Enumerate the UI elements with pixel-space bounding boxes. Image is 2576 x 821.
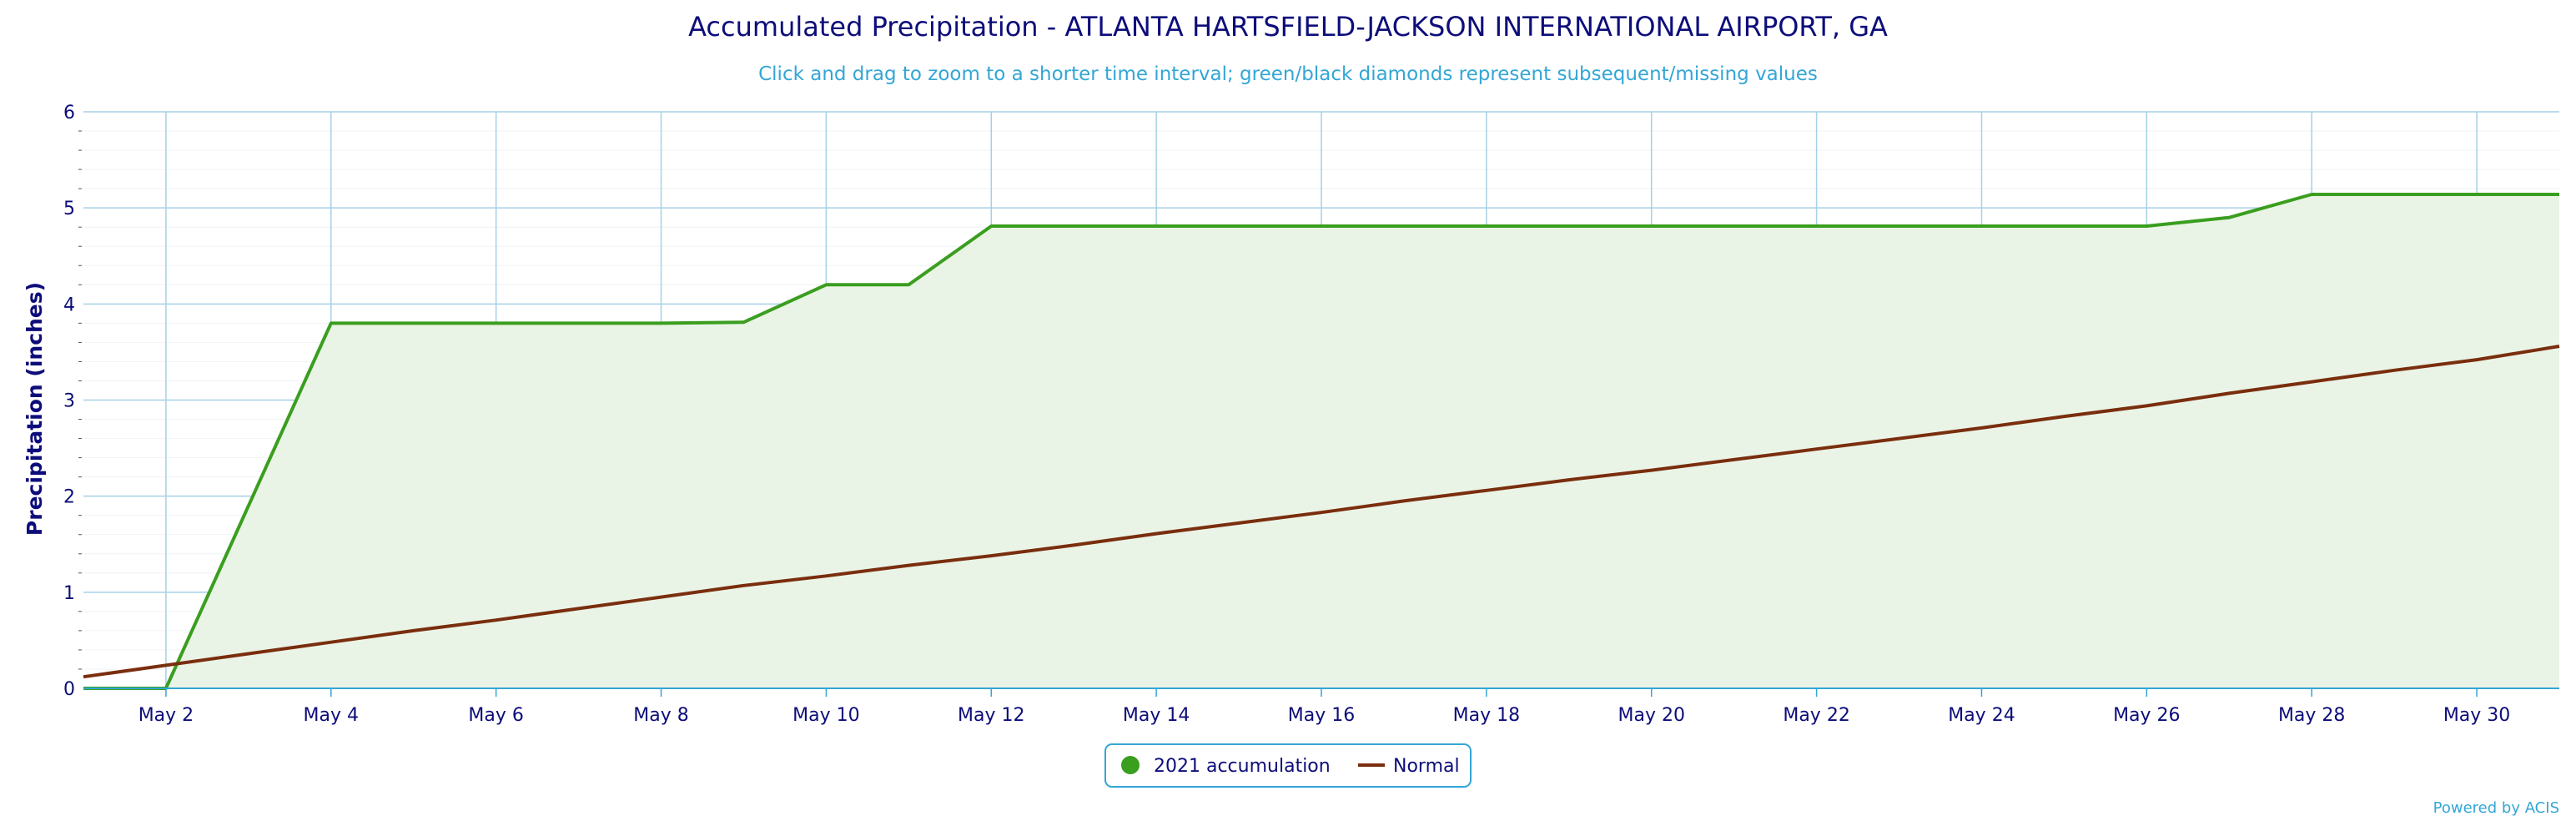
series-area-0 xyxy=(83,194,2559,688)
x-tick-label: May 26 xyxy=(2113,705,2180,726)
legend-label-accumulation[interactable]: 2021 accumulation xyxy=(1154,756,1331,777)
x-tick-label: May 12 xyxy=(958,705,1024,726)
y-tick-label: 3 xyxy=(63,391,75,412)
y-tick-label: 6 xyxy=(63,103,75,123)
chart-title: Accumulated Precipitation - ATLANTA HART… xyxy=(688,11,1888,43)
x-tick-label: May 8 xyxy=(633,705,688,726)
x-tick-label: May 22 xyxy=(1783,705,1849,726)
x-tick-label: May 28 xyxy=(2278,705,2345,726)
legend-label-normal[interactable]: Normal xyxy=(1393,756,1460,777)
y-tick-label: 4 xyxy=(63,295,75,315)
x-tick-label: May 10 xyxy=(792,705,859,726)
axes: 0 1 2 3 4 5 6 May 2 May 4 May 6 May 8 May 10 May 12 M… xyxy=(63,103,2559,726)
legend[interactable]: 2021 accumulation Normal xyxy=(1104,743,1472,788)
series-line-1 xyxy=(83,345,2560,679)
x-tick-label: May 20 xyxy=(1618,705,1684,726)
series-line-0 xyxy=(83,193,2559,690)
y-axis-label: Precipitation (inches) xyxy=(23,282,47,536)
x-tick-label: May 16 xyxy=(1288,705,1355,726)
x-tick-label: May 18 xyxy=(1453,705,1520,726)
y-tick-label: 5 xyxy=(63,199,75,219)
legend-marker-accumulation xyxy=(1121,756,1140,774)
y-tick-label: 1 xyxy=(63,583,75,604)
chart-subtitle: Click and drag to zoom to a shorter time… xyxy=(758,63,1818,85)
x-tick-label: May 6 xyxy=(468,705,523,726)
legend-box xyxy=(1104,743,1472,788)
x-tick-label: May 14 xyxy=(1123,705,1190,726)
y-tick-label: 2 xyxy=(63,487,75,508)
credit-link[interactable]: Powered by ACIS xyxy=(2433,799,2559,817)
x-tick-label: May 30 xyxy=(2443,705,2510,726)
y-tick-label: 0 xyxy=(63,679,75,700)
x-tick-label: May 24 xyxy=(1948,705,2015,726)
x-tick-label: May 4 xyxy=(304,705,359,726)
x-tick-label: May 2 xyxy=(138,705,194,726)
series-lines xyxy=(83,193,2560,690)
fill-area xyxy=(83,194,2559,688)
